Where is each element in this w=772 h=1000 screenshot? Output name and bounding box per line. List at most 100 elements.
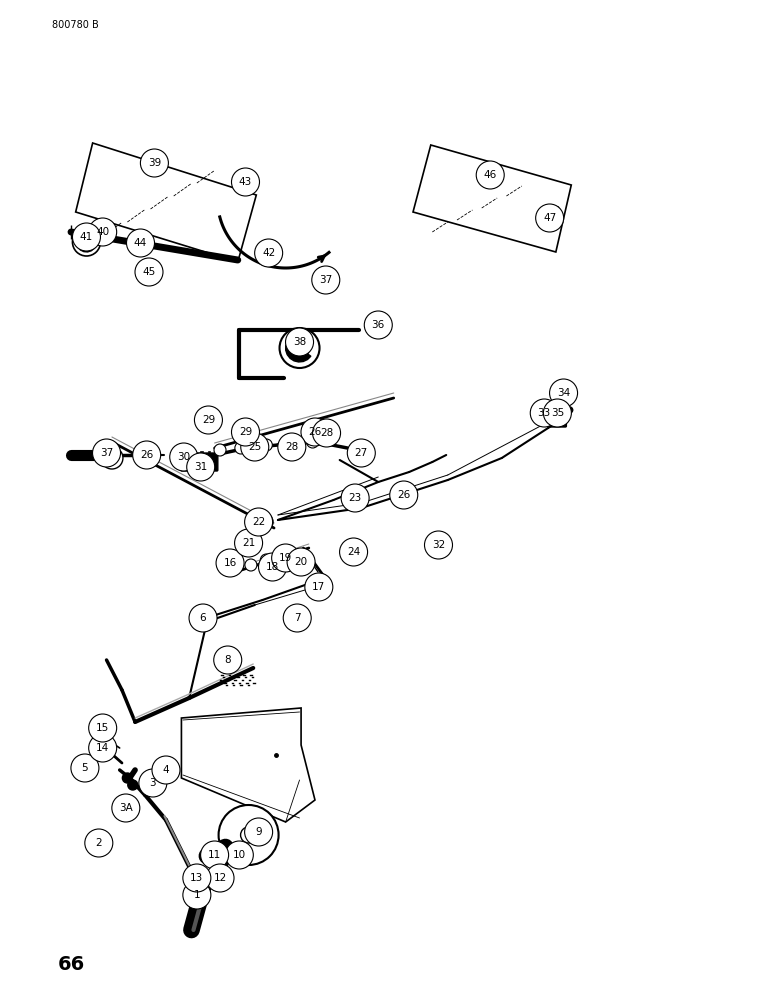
Circle shape [313, 419, 340, 447]
FancyBboxPatch shape [548, 413, 567, 427]
Circle shape [232, 418, 259, 446]
Text: 19: 19 [279, 553, 293, 563]
Circle shape [183, 864, 211, 892]
Text: 27: 27 [354, 448, 368, 458]
Circle shape [340, 538, 367, 566]
Circle shape [107, 453, 117, 463]
Polygon shape [286, 334, 311, 362]
Text: 6: 6 [200, 613, 206, 623]
Circle shape [283, 604, 311, 632]
Circle shape [364, 311, 392, 339]
Text: 16: 16 [223, 558, 237, 568]
Text: 12: 12 [213, 873, 227, 883]
Circle shape [198, 614, 214, 630]
Circle shape [563, 412, 569, 418]
Circle shape [286, 328, 313, 356]
Circle shape [235, 442, 247, 454]
Circle shape [218, 805, 279, 865]
Circle shape [301, 418, 329, 446]
Text: 18: 18 [266, 562, 279, 572]
Circle shape [312, 266, 340, 294]
Text: 3A: 3A [119, 803, 133, 813]
Text: 35: 35 [550, 408, 564, 418]
Text: 22: 22 [252, 517, 266, 527]
Circle shape [187, 453, 215, 481]
Text: 42: 42 [262, 248, 276, 258]
Circle shape [306, 436, 319, 448]
Text: 3: 3 [150, 778, 156, 788]
Text: 17: 17 [312, 582, 326, 592]
Text: 66: 66 [58, 956, 85, 974]
Circle shape [170, 443, 198, 471]
Text: 37: 37 [100, 448, 113, 458]
Text: 23: 23 [348, 493, 362, 503]
Text: 2: 2 [96, 838, 102, 848]
Circle shape [305, 573, 333, 601]
Circle shape [216, 549, 244, 577]
Text: 15: 15 [96, 723, 110, 733]
Circle shape [283, 437, 296, 449]
Circle shape [89, 218, 117, 246]
Circle shape [225, 841, 253, 869]
Circle shape [259, 553, 286, 581]
Text: 31: 31 [194, 462, 208, 472]
Circle shape [241, 179, 253, 191]
Circle shape [112, 794, 140, 822]
Text: 26: 26 [140, 450, 154, 460]
Circle shape [141, 149, 168, 177]
Text: 1: 1 [194, 890, 200, 900]
Circle shape [543, 399, 571, 427]
Text: 7: 7 [294, 613, 300, 623]
Circle shape [73, 223, 100, 251]
Text: 800780 B: 800780 B [52, 20, 100, 30]
Text: 36: 36 [371, 320, 385, 330]
Text: 32: 32 [432, 540, 445, 550]
Circle shape [80, 236, 93, 248]
Text: 28: 28 [320, 428, 334, 438]
Circle shape [123, 773, 132, 783]
Circle shape [278, 433, 306, 461]
Circle shape [201, 841, 229, 869]
Text: 9: 9 [256, 827, 262, 837]
Text: 34: 34 [557, 388, 571, 398]
Circle shape [274, 549, 286, 561]
Polygon shape [76, 232, 96, 252]
Text: 10: 10 [232, 850, 246, 860]
Text: 14: 14 [96, 743, 110, 753]
Circle shape [530, 399, 558, 427]
Circle shape [260, 439, 273, 451]
Circle shape [245, 559, 257, 571]
Circle shape [235, 529, 262, 557]
Circle shape [255, 513, 273, 531]
Polygon shape [76, 143, 256, 262]
Circle shape [279, 328, 320, 368]
Text: 24: 24 [347, 547, 361, 557]
Text: 47: 47 [543, 213, 557, 223]
Text: 41: 41 [80, 232, 93, 242]
Text: 20: 20 [294, 557, 308, 567]
FancyBboxPatch shape [181, 453, 218, 471]
Circle shape [543, 217, 553, 227]
Text: 30: 30 [177, 452, 191, 462]
Circle shape [73, 228, 100, 256]
Text: 25: 25 [248, 442, 262, 452]
Circle shape [189, 604, 217, 632]
Circle shape [191, 878, 198, 886]
Circle shape [347, 439, 375, 467]
Text: 39: 39 [147, 158, 161, 168]
Text: 28: 28 [285, 442, 299, 452]
Circle shape [183, 881, 211, 909]
Text: 11: 11 [208, 850, 222, 860]
Circle shape [281, 553, 290, 563]
Circle shape [425, 531, 452, 559]
Text: 38: 38 [293, 337, 306, 347]
Text: 26: 26 [397, 490, 411, 500]
Circle shape [206, 864, 234, 892]
Circle shape [71, 754, 99, 782]
Circle shape [89, 714, 117, 742]
Circle shape [214, 646, 242, 674]
Text: 4: 4 [163, 765, 169, 775]
Circle shape [290, 338, 310, 358]
Circle shape [139, 769, 167, 797]
Text: 43: 43 [239, 177, 252, 187]
